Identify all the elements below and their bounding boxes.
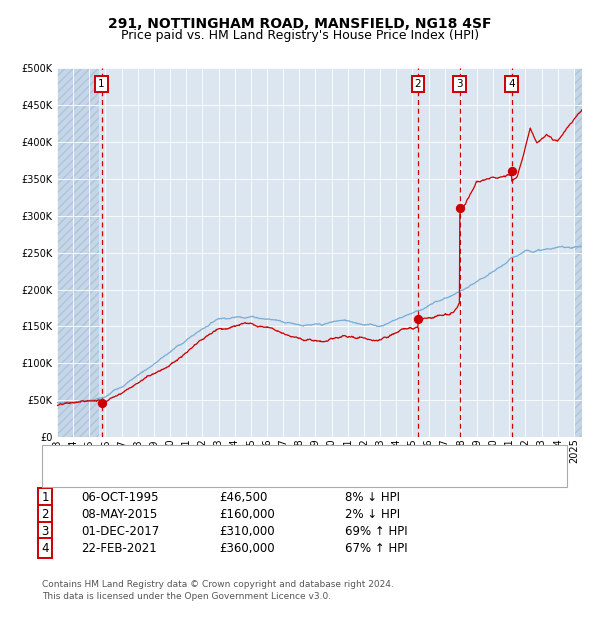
Text: £360,000: £360,000 (219, 542, 275, 554)
Text: 1: 1 (98, 79, 105, 89)
Text: 291, NOTTINGHAM ROAD, MANSFIELD, NG18 4SF (detached house): 291, NOTTINGHAM ROAD, MANSFIELD, NG18 4S… (96, 451, 472, 461)
Point (97, 398, 106, 408)
Text: 2: 2 (415, 79, 421, 89)
Text: 4: 4 (41, 542, 49, 554)
Text: 291, NOTTINGHAM ROAD, MANSFIELD, NG18 4SF: 291, NOTTINGHAM ROAD, MANSFIELD, NG18 4S… (108, 17, 492, 30)
Text: 67% ↑ HPI: 67% ↑ HPI (345, 542, 407, 554)
Text: 3: 3 (456, 79, 463, 89)
Text: 69% ↑ HPI: 69% ↑ HPI (345, 525, 407, 538)
Text: 06-OCT-1995: 06-OCT-1995 (81, 492, 158, 504)
Text: 8% ↓ HPI: 8% ↓ HPI (345, 492, 400, 504)
Text: 4: 4 (508, 79, 515, 89)
Text: HPI: Average price, detached house, Mansfield: HPI: Average price, detached house, Mans… (96, 471, 356, 481)
Text: Contains HM Land Registry data © Crown copyright and database right 2024.
This d: Contains HM Land Registry data © Crown c… (42, 580, 394, 601)
Text: 22-FEB-2021: 22-FEB-2021 (81, 542, 157, 554)
Text: 2: 2 (41, 508, 49, 521)
Text: £46,500: £46,500 (219, 492, 268, 504)
Text: 1: 1 (41, 492, 49, 504)
Text: —: — (60, 467, 78, 485)
Text: 01-DEC-2017: 01-DEC-2017 (81, 525, 159, 538)
Point (507, 167, 517, 177)
Text: 3: 3 (41, 525, 49, 538)
Text: £160,000: £160,000 (219, 508, 275, 521)
Text: 08-MAY-2015: 08-MAY-2015 (81, 508, 157, 521)
Point (455, 203, 464, 213)
Text: £310,000: £310,000 (219, 525, 275, 538)
Text: Price paid vs. HM Land Registry's House Price Index (HPI): Price paid vs. HM Land Registry's House … (121, 30, 479, 42)
Text: 2% ↓ HPI: 2% ↓ HPI (345, 508, 400, 521)
Point (413, 314, 423, 324)
Text: —: — (60, 448, 78, 466)
